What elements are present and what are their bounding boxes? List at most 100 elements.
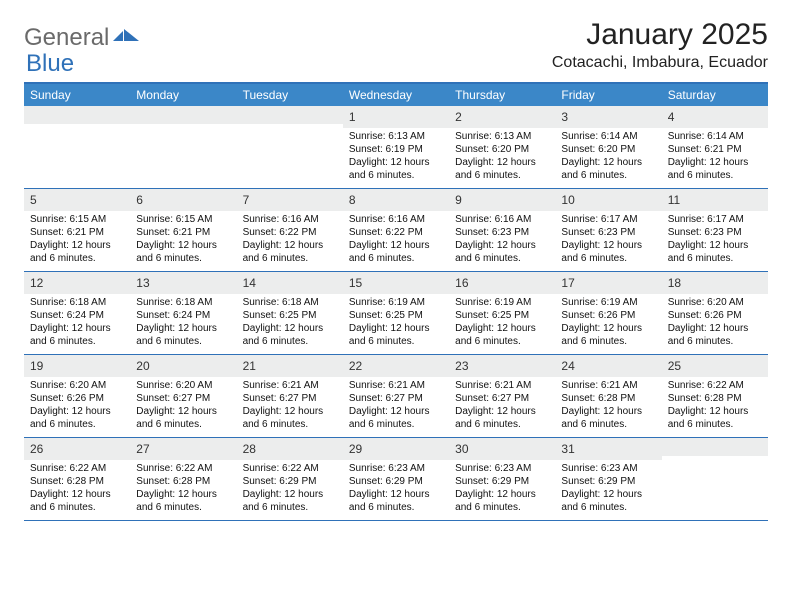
day-number: 27 [136,442,149,456]
cell-line: Sunrise: 6:20 AM [136,379,230,392]
calendar-cell: 11Sunrise: 6:17 AMSunset: 6:23 PMDayligh… [662,189,768,271]
calendar-cell: 20Sunrise: 6:20 AMSunset: 6:27 PMDayligh… [130,355,236,437]
cell-line: Sunrise: 6:22 AM [136,462,230,475]
cell-line: Sunset: 6:28 PM [561,392,655,405]
cell-line: Sunrise: 6:19 AM [561,296,655,309]
cell-line: Sunset: 6:27 PM [136,392,230,405]
cell-line: Daylight: 12 hours [561,322,655,335]
daynum-row [662,438,768,456]
cell-line: Sunset: 6:28 PM [136,475,230,488]
day-number: 15 [349,276,362,290]
cell-line: Sunrise: 6:15 AM [136,213,230,226]
day-number: 1 [349,110,356,124]
cell-line: Daylight: 12 hours [30,239,124,252]
cell-body: Sunrise: 6:18 AMSunset: 6:24 PMDaylight:… [130,294,236,352]
cell-line: Daylight: 12 hours [561,488,655,501]
day-number: 10 [561,193,574,207]
cell-line: Sunrise: 6:14 AM [668,130,762,143]
calendar-cell [237,106,343,188]
calendar-cell: 9Sunrise: 6:16 AMSunset: 6:23 PMDaylight… [449,189,555,271]
cell-line: Sunset: 6:20 PM [561,143,655,156]
cell-line: Sunset: 6:19 PM [349,143,443,156]
cell-line: Daylight: 12 hours [668,156,762,169]
day-number: 18 [668,276,681,290]
day-number: 8 [349,193,356,207]
daynum-row: 7 [237,189,343,211]
cell-line: Sunrise: 6:14 AM [561,130,655,143]
calendar-cell: 30Sunrise: 6:23 AMSunset: 6:29 PMDayligh… [449,438,555,520]
cell-line: Sunrise: 6:21 AM [455,379,549,392]
cell-line: Daylight: 12 hours [243,322,337,335]
cell-line: Sunset: 6:25 PM [349,309,443,322]
cell-body: Sunrise: 6:21 AMSunset: 6:27 PMDaylight:… [343,377,449,435]
cell-body: Sunrise: 6:21 AMSunset: 6:27 PMDaylight:… [237,377,343,435]
calendar-cell [130,106,236,188]
cell-body: Sunrise: 6:16 AMSunset: 6:22 PMDaylight:… [343,211,449,269]
cell-line: Sunrise: 6:23 AM [349,462,443,475]
cell-body: Sunrise: 6:16 AMSunset: 6:23 PMDaylight:… [449,211,555,269]
cell-line: Sunrise: 6:20 AM [30,379,124,392]
cell-line: Sunrise: 6:18 AM [243,296,337,309]
cell-line: Sunset: 6:28 PM [668,392,762,405]
cell-body: Sunrise: 6:20 AMSunset: 6:27 PMDaylight:… [130,377,236,435]
cell-line: Sunset: 6:23 PM [455,226,549,239]
day-number: 11 [668,193,680,207]
daynum-row [24,106,130,124]
calendar-cell: 8 Sunrise: 6:16 AMSunset: 6:22 PMDaylight… [343,189,449,271]
cell-line: Sunrise: 6:21 AM [561,379,655,392]
cell-line: Sunrise: 6:18 AM [30,296,124,309]
day-number: 14 [243,276,256,290]
cell-line: and 6 minutes. [30,335,124,348]
location: Cotacachi, Imbabura, Ecuador [552,54,768,72]
cell-line: and 6 minutes. [136,335,230,348]
day-number: 2 [455,110,462,124]
daynum-row: 10 [555,189,661,211]
cell-body: Sunrise: 6:19 AMSunset: 6:26 PMDaylight:… [555,294,661,352]
cell-line: Sunset: 6:29 PM [455,475,549,488]
cell-line: Sunrise: 6:16 AM [243,213,337,226]
cell-body: Sunrise: 6:18 AMSunset: 6:24 PMDaylight:… [24,294,130,352]
day-number: 4 [668,110,675,124]
daynum-row: 22 [343,355,449,377]
day-number: 7 [243,193,250,207]
daynum-row [237,106,343,124]
cell-line: Daylight: 12 hours [455,156,549,169]
month-title: January 2025 [552,18,768,52]
cell-line: Sunrise: 6:22 AM [668,379,762,392]
calendar-cell: 15Sunrise: 6:19 AMSunset: 6:25 PMDayligh… [343,272,449,354]
cell-line: Sunset: 6:21 PM [136,226,230,239]
daynum-row: 13 [130,272,236,294]
cell-line: and 6 minutes. [243,252,337,265]
cell-line: and 6 minutes. [349,335,443,348]
cell-line: and 6 minutes. [455,335,549,348]
daynum-row: 25 [662,355,768,377]
cell-body: Sunrise: 6:23 AMSunset: 6:29 PMDaylight:… [343,460,449,518]
cell-line: Sunrise: 6:23 AM [455,462,549,475]
cell-line: and 6 minutes. [243,335,337,348]
calendar-cell: 26Sunrise: 6:22 AMSunset: 6:28 PMDayligh… [24,438,130,520]
daynum-row: 16 [449,272,555,294]
cell-line: and 6 minutes. [136,252,230,265]
cell-line: and 6 minutes. [243,501,337,514]
calendar-cell: 6Sunrise: 6:15 AMSunset: 6:21 PMDaylight… [130,189,236,271]
cell-body: Sunrise: 6:19 AMSunset: 6:25 PMDaylight:… [449,294,555,352]
daynum-row: 17 [555,272,661,294]
week-row: 12Sunrise: 6:18 AMSunset: 6:24 PMDayligh… [24,272,768,355]
day-header: Tuesday [237,84,343,106]
calendar-cell: 13Sunrise: 6:18 AMSunset: 6:24 PMDayligh… [130,272,236,354]
day-number: 5 [30,193,37,207]
cell-body: Sunrise: 6:18 AMSunset: 6:25 PMDaylight:… [237,294,343,352]
cell-line: Sunset: 6:26 PM [668,309,762,322]
calendar-cell: 2Sunrise: 6:13 AMSunset: 6:20 PMDaylight… [449,106,555,188]
cell-body: Sunrise: 6:22 AMSunset: 6:28 PMDaylight:… [24,460,130,518]
logo-text-blue: Blue [26,50,74,77]
daynum-row: 28 [237,438,343,460]
cell-line: Daylight: 12 hours [455,405,549,418]
cell-line: Sunset: 6:22 PM [243,226,337,239]
cell-line: Sunset: 6:29 PM [561,475,655,488]
cell-line: and 6 minutes. [243,418,337,431]
cell-line: Daylight: 12 hours [561,239,655,252]
cell-line: and 6 minutes. [668,169,762,182]
daynum-row: 27 [130,438,236,460]
calendar-cell: 23Sunrise: 6:21 AMSunset: 6:27 PMDayligh… [449,355,555,437]
